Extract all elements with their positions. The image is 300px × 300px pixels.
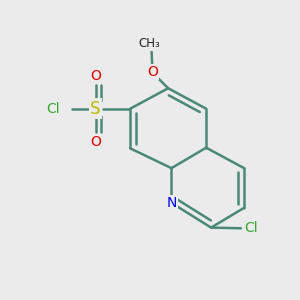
Text: CH₃: CH₃	[138, 37, 160, 50]
Text: Cl: Cl	[244, 221, 257, 235]
Text: Cl: Cl	[46, 102, 60, 116]
Text: O: O	[90, 69, 101, 83]
Text: O: O	[147, 65, 158, 79]
Text: N: N	[166, 196, 177, 210]
Text: O: O	[90, 135, 101, 149]
Text: S: S	[90, 100, 101, 118]
